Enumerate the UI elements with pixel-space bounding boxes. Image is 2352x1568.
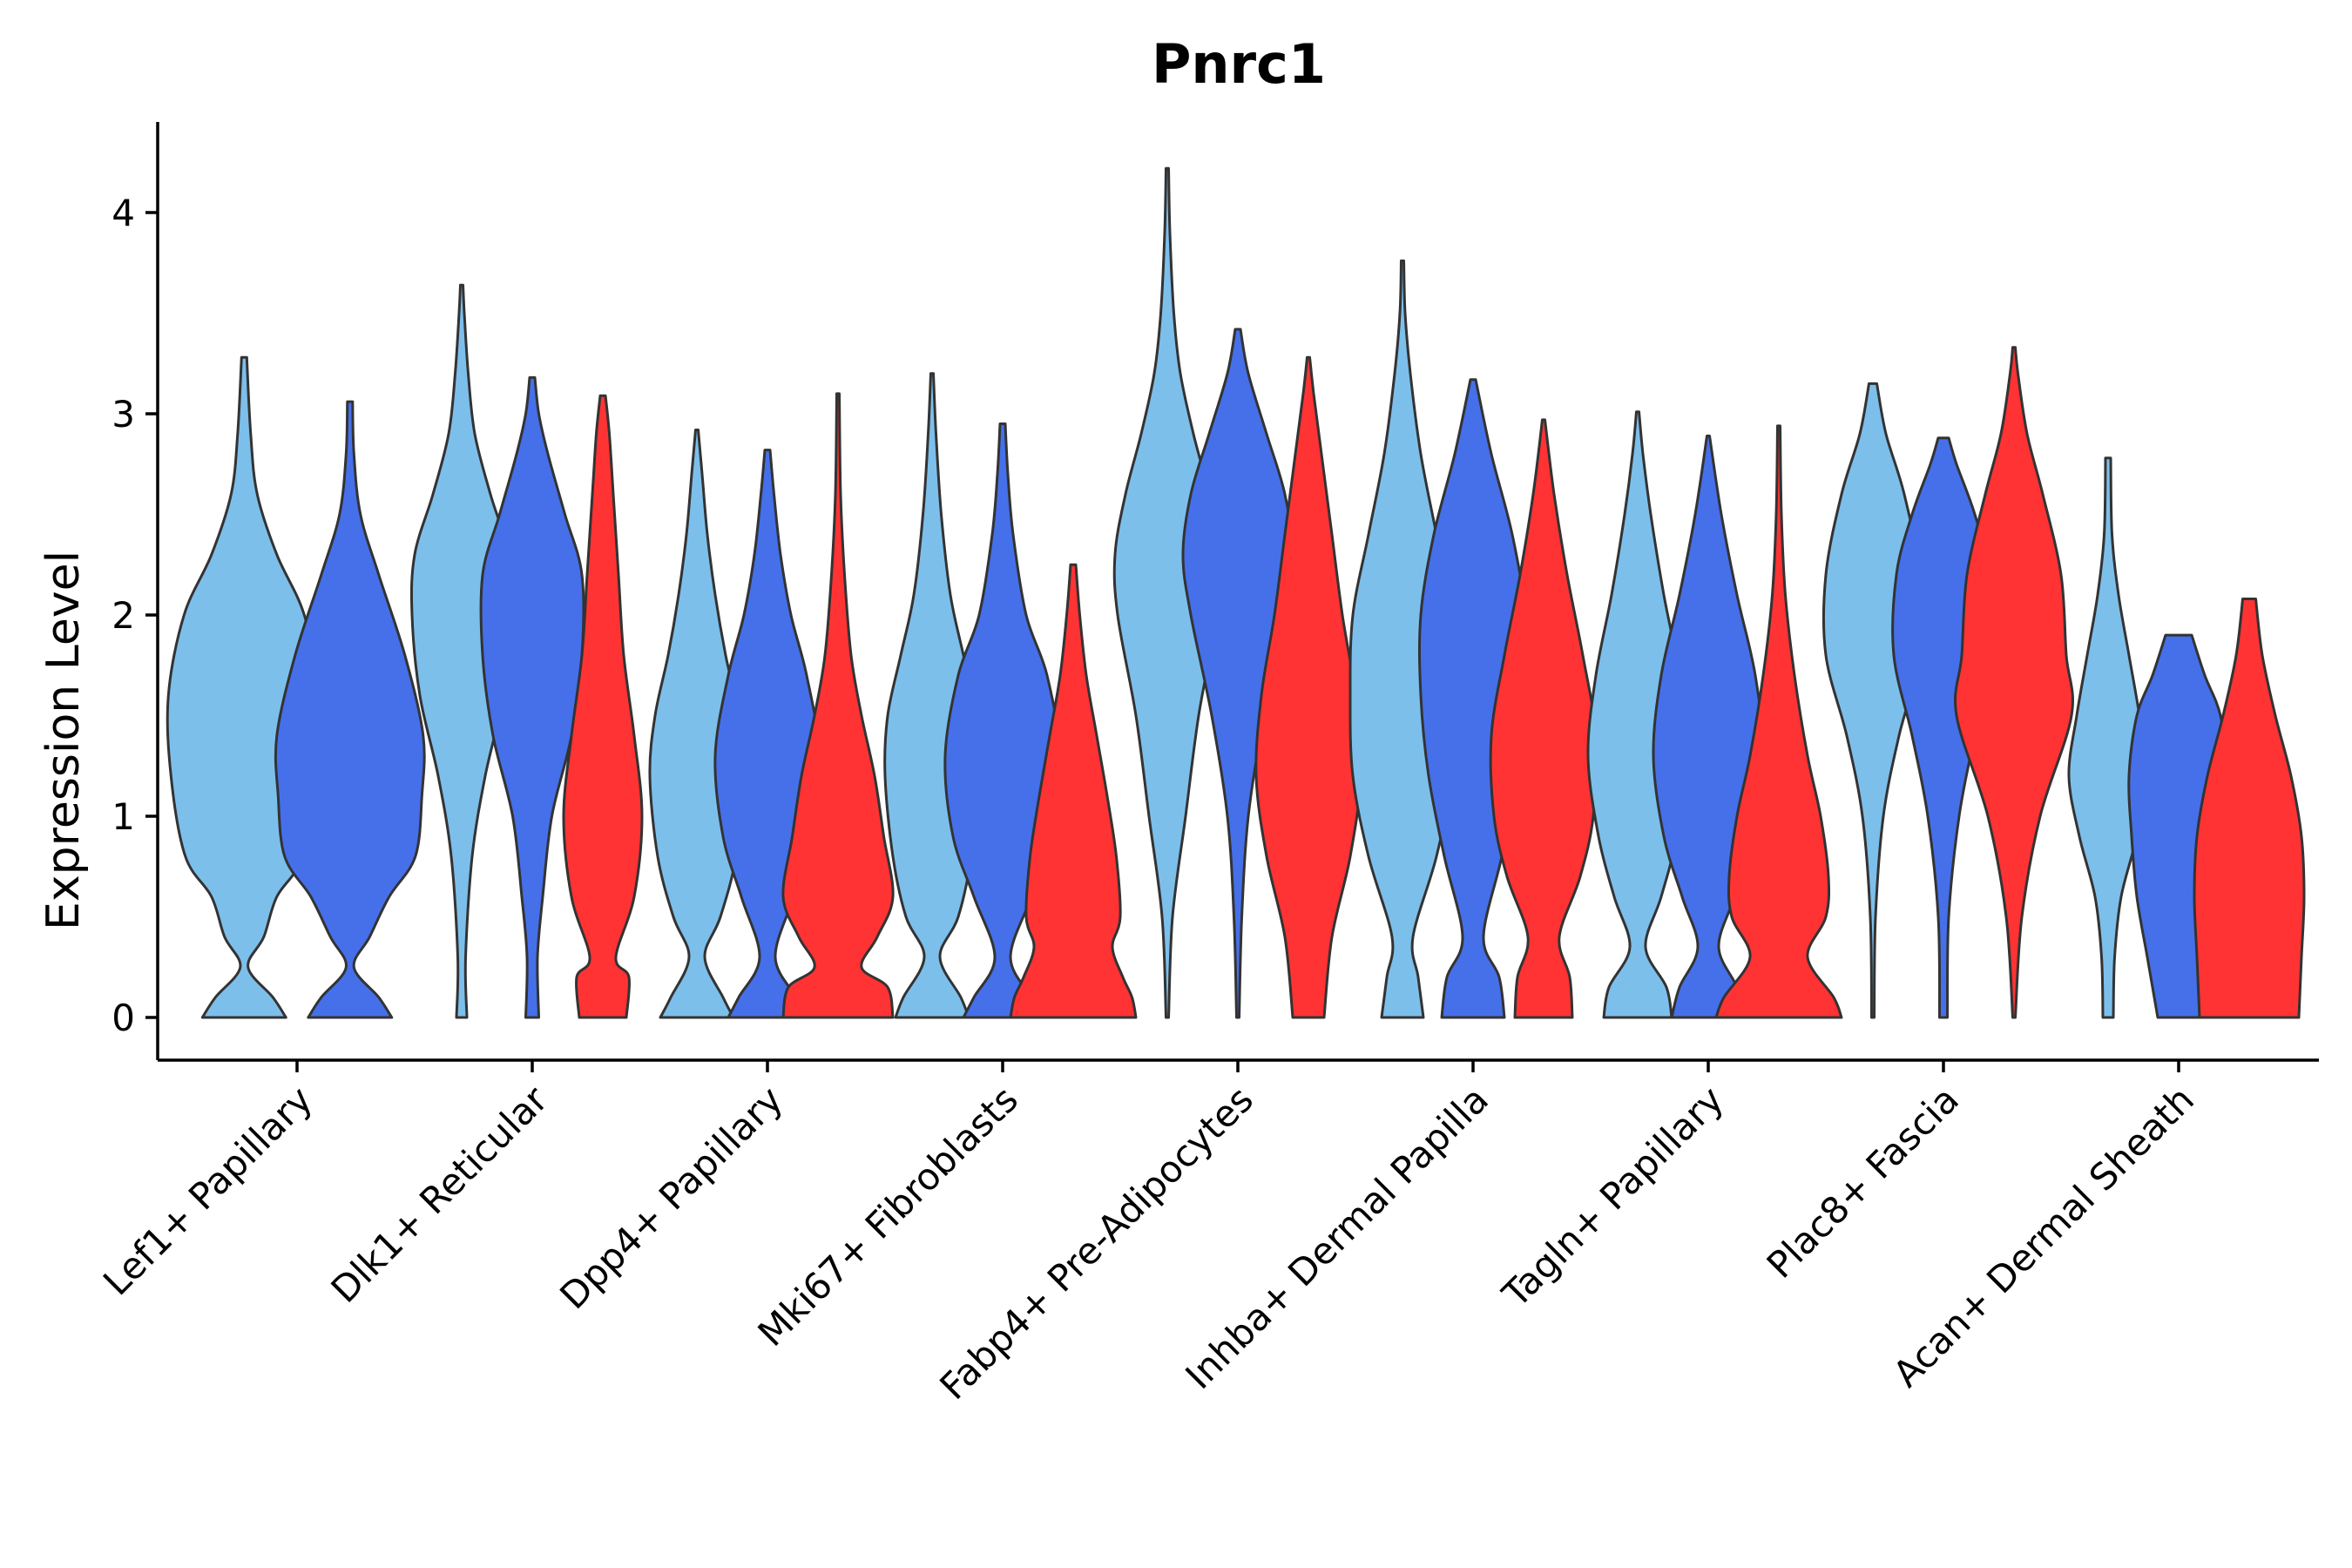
- chart-title: Pnrc1: [1152, 32, 1326, 96]
- x-tick-label: Dpp4+ Papillary: [551, 1078, 791, 1317]
- violin-blue: [479, 375, 585, 1019]
- x-tick-label: Lef1+ Papillary: [95, 1078, 321, 1303]
- y-tick-label: 1: [112, 795, 135, 838]
- violin-red: [2193, 598, 2306, 1019]
- y-axis-label: Expression Level: [37, 551, 90, 930]
- y-axis-ticks: 0 1 2 3 4: [112, 192, 158, 1039]
- violin-light_blue: [1821, 382, 1924, 1019]
- violin-red: [1954, 346, 2074, 1019]
- violin-group: [1821, 346, 2074, 1019]
- violin-group: [1586, 410, 1843, 1019]
- violin-red: [562, 394, 644, 1019]
- violin-group: [409, 283, 644, 1019]
- violin-red: [1489, 418, 1598, 1019]
- violin-group: [648, 392, 895, 1019]
- violin-layer: [166, 166, 2306, 1019]
- violin-red: [781, 392, 895, 1019]
- x-tick-label: Mki67+ Fibroblasts: [750, 1078, 1026, 1354]
- violin-group: [166, 355, 426, 1019]
- violin-group: [1112, 166, 1362, 1019]
- y-tick-label: 0: [112, 997, 135, 1039]
- violin-group: [883, 372, 1138, 1019]
- violin-blue: [274, 400, 426, 1019]
- x-tick-label: Plac8+ Fascia: [1759, 1078, 1967, 1286]
- y-tick-label: 4: [112, 192, 135, 234]
- y-tick-label: 2: [112, 594, 135, 637]
- x-tick-label: Tagln+ Papillary: [1494, 1078, 1732, 1315]
- violin-group: [2067, 456, 2306, 1019]
- violin-red: [1714, 424, 1843, 1019]
- violin-group: [1348, 259, 1598, 1019]
- violin-red: [1009, 563, 1138, 1019]
- y-tick-label: 3: [112, 393, 135, 436]
- x-tick-label: Dlk1+ Reticular: [323, 1078, 557, 1311]
